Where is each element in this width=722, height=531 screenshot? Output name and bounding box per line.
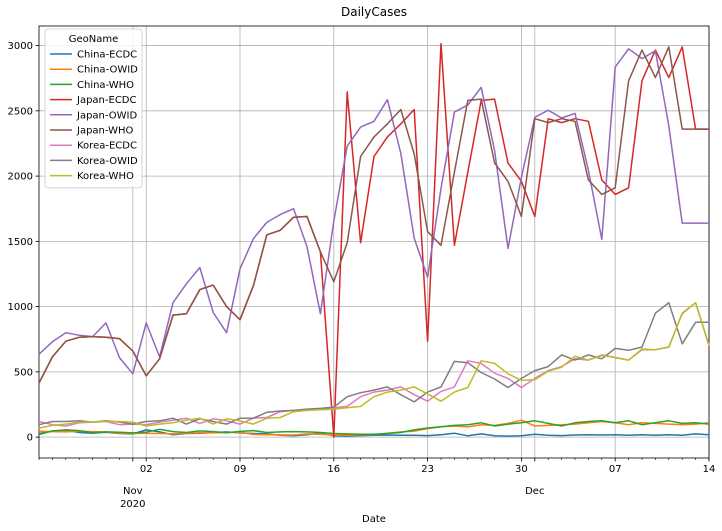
chart-title: DailyCases — [341, 5, 407, 19]
x-tick-label: 30 — [515, 464, 528, 475]
legend-entry: Japan-OWID — [76, 110, 137, 121]
legend-entry: Korea-WHO — [77, 171, 134, 182]
plot-frame — [38, 25, 710, 459]
legend-title: GeoName — [69, 34, 119, 45]
legend-entry: China-ECDC — [77, 50, 137, 61]
series-line-japan-owid — [38, 48, 709, 375]
x-axis-label: Date — [362, 514, 386, 525]
series-line-china-who — [38, 420, 710, 436]
x-tick-label: 16 — [327, 464, 340, 475]
series-lines — [38, 42, 710, 438]
y-tick-label: 0 — [27, 433, 33, 444]
series-line-japan-who — [38, 46, 709, 384]
legend-entry: Japan-WHO — [76, 126, 134, 137]
x-tick-label: 02 — [140, 464, 153, 475]
x-month-label: Nov — [123, 486, 143, 497]
y-tick-label: 2000 — [8, 172, 33, 183]
axes — [35, 25, 710, 462]
x-tick-label: 14 — [703, 464, 716, 475]
y-tick-label: 500 — [14, 367, 33, 378]
y-tick-label: 1500 — [8, 237, 33, 248]
x-month-label: Dec — [525, 486, 544, 497]
legend-entry: China-OWID — [77, 65, 138, 76]
legend-entry: Japan-ECDC — [76, 95, 137, 106]
series-line-korea-who — [38, 301, 710, 429]
x-year-label: 2020 — [120, 499, 145, 510]
legend-entry: China-WHO — [77, 80, 134, 91]
y-tick-label: 3000 — [8, 41, 33, 52]
y-tick-label: 2500 — [8, 106, 33, 117]
x-tick-label: 09 — [234, 464, 247, 475]
legend-entry: Korea-ECDC — [77, 141, 137, 152]
legend: GeoName China-ECDC China-OWID China-WHO Japa… — [44, 28, 143, 189]
y-tick-label: 1000 — [8, 302, 33, 313]
legend-entry: Korea-OWID — [77, 156, 138, 167]
x-tick-label: 07 — [609, 464, 622, 475]
x-tick-label: 23 — [421, 464, 434, 475]
tick-labels: 0 500 1000 1500 2000 2500 3000 02 09 16 23 30 07 14 No… — [8, 41, 716, 510]
